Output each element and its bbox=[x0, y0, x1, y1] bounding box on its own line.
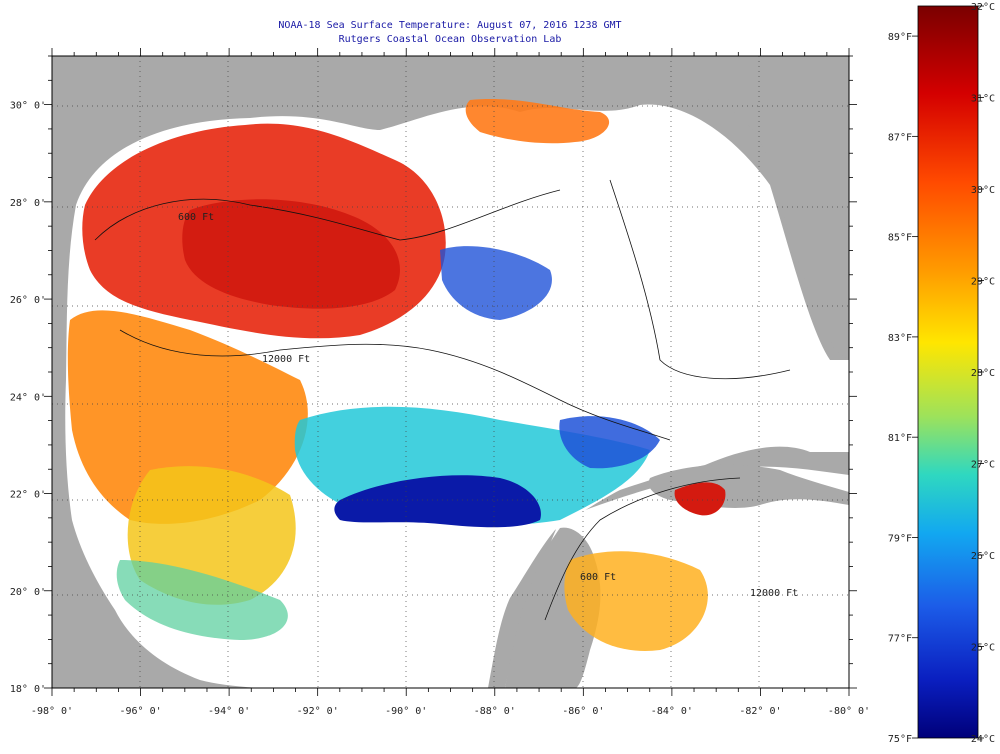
lon-label: -92° 0' bbox=[297, 706, 339, 717]
contour-label-12000ft-central: 12000 Ft bbox=[262, 354, 310, 365]
colorbar-fahrenheit-label: 77°F bbox=[888, 634, 912, 645]
latitude-labels: 30° 0' 28° 0' 26° 0' 24° 0' 22° 0' 20° 0' 18° … bbox=[10, 101, 46, 695]
colorbar-fahrenheit-label: 85°F bbox=[888, 233, 912, 244]
sst-blue-northcentral bbox=[440, 246, 552, 320]
colorbar-celsius-label: 28°C bbox=[971, 368, 995, 379]
florida-land bbox=[690, 56, 849, 360]
colorbar-celsius-label: 30°C bbox=[971, 185, 995, 196]
contour-deep-gulf bbox=[119, 329, 671, 441]
longitude-labels: -98° 0' -96° 0' -94° 0' -92° 0' -90° 0' -88° … bbox=[31, 706, 870, 717]
lon-label: -88° 0' bbox=[474, 706, 516, 717]
colorbar-fahrenheit-label: 75°F bbox=[888, 734, 912, 745]
colorbar bbox=[917, 5, 979, 739]
lon-label: -94° 0' bbox=[208, 706, 250, 717]
contour-florida-shelf bbox=[609, 179, 791, 380]
map-title-line2: Rutgers Coastal Ocean Observation Lab bbox=[339, 34, 562, 45]
sst-orange-northeast bbox=[465, 98, 610, 144]
contour-shelf-north bbox=[94, 189, 561, 241]
colorbar-celsius-label: 26°C bbox=[971, 551, 995, 562]
lon-label: -96° 0' bbox=[119, 706, 161, 717]
lon-label: -80° 0' bbox=[828, 706, 870, 717]
colorbar-celsius-label: 29°C bbox=[971, 277, 995, 288]
colorbar-celsius-label: 31°C bbox=[971, 94, 995, 105]
contour-label-600ft-west: 600 Ft bbox=[178, 212, 214, 223]
axis-ticks bbox=[44, 48, 857, 696]
lon-label: -90° 0' bbox=[385, 706, 427, 717]
sst-deep-blue-core bbox=[334, 475, 541, 528]
sst-cuba-hot bbox=[674, 482, 726, 516]
map-title-line1: NOAA-18 Sea Surface Temperature: August … bbox=[278, 20, 621, 31]
colorbar-fahrenheit-label: 83°F bbox=[888, 333, 912, 344]
colorbar-fahrenheit-label: 87°F bbox=[888, 132, 912, 143]
lon-label: -86° 0' bbox=[562, 706, 604, 717]
lat-label: 20° 0' bbox=[10, 587, 46, 598]
lon-label: -84° 0' bbox=[651, 706, 693, 717]
sst-south-mixed bbox=[116, 560, 288, 640]
contour-label-12000ft-caribbean: 12000 Ft bbox=[750, 588, 798, 599]
contour-label-600ft-yucatan: 600 Ft bbox=[580, 572, 616, 583]
lon-label: -98° 0' bbox=[31, 706, 73, 717]
lat-label: 18° 0' bbox=[10, 684, 46, 695]
sst-orange-west bbox=[67, 310, 308, 524]
colorbar-fahrenheit-label: 79°F bbox=[888, 533, 912, 544]
lon-label: -82° 0' bbox=[739, 706, 781, 717]
lat-label: 24° 0' bbox=[10, 392, 46, 403]
lat-label: 28° 0' bbox=[10, 198, 46, 209]
colorbar-celsius-labels: 32°C 31°C 30°C 29°C 28°C 27°C 26°C 25°C 24°C bbox=[971, 2, 995, 745]
lat-label: 30° 0' bbox=[10, 101, 46, 112]
colorbar-celsius-label: 24°C bbox=[971, 734, 995, 745]
colorbar-fahrenheit-label: 89°F bbox=[888, 32, 912, 43]
colorbar-fahrenheit-labels: 89°F 87°F 85°F 83°F 81°F 79°F 77°F 75°F bbox=[888, 32, 918, 745]
sst-hot-core bbox=[182, 199, 400, 309]
lat-label: 22° 0' bbox=[10, 490, 46, 501]
lat-label: 26° 0' bbox=[10, 295, 46, 306]
contour-yucatan-shelf bbox=[544, 477, 741, 621]
graticule bbox=[52, 56, 849, 688]
map-panel: 600 Ft 12000 Ft 12000 Ft 600 Ft bbox=[52, 56, 849, 688]
colorbar-celsius-label: 25°C bbox=[971, 643, 995, 654]
colorbar-fahrenheit-label: 81°F bbox=[888, 433, 912, 444]
sst-caribbean-orange bbox=[564, 551, 708, 651]
colorbar-celsius-label: 27°C bbox=[971, 460, 995, 471]
colorbar-celsius-label: 32°C bbox=[971, 2, 995, 13]
